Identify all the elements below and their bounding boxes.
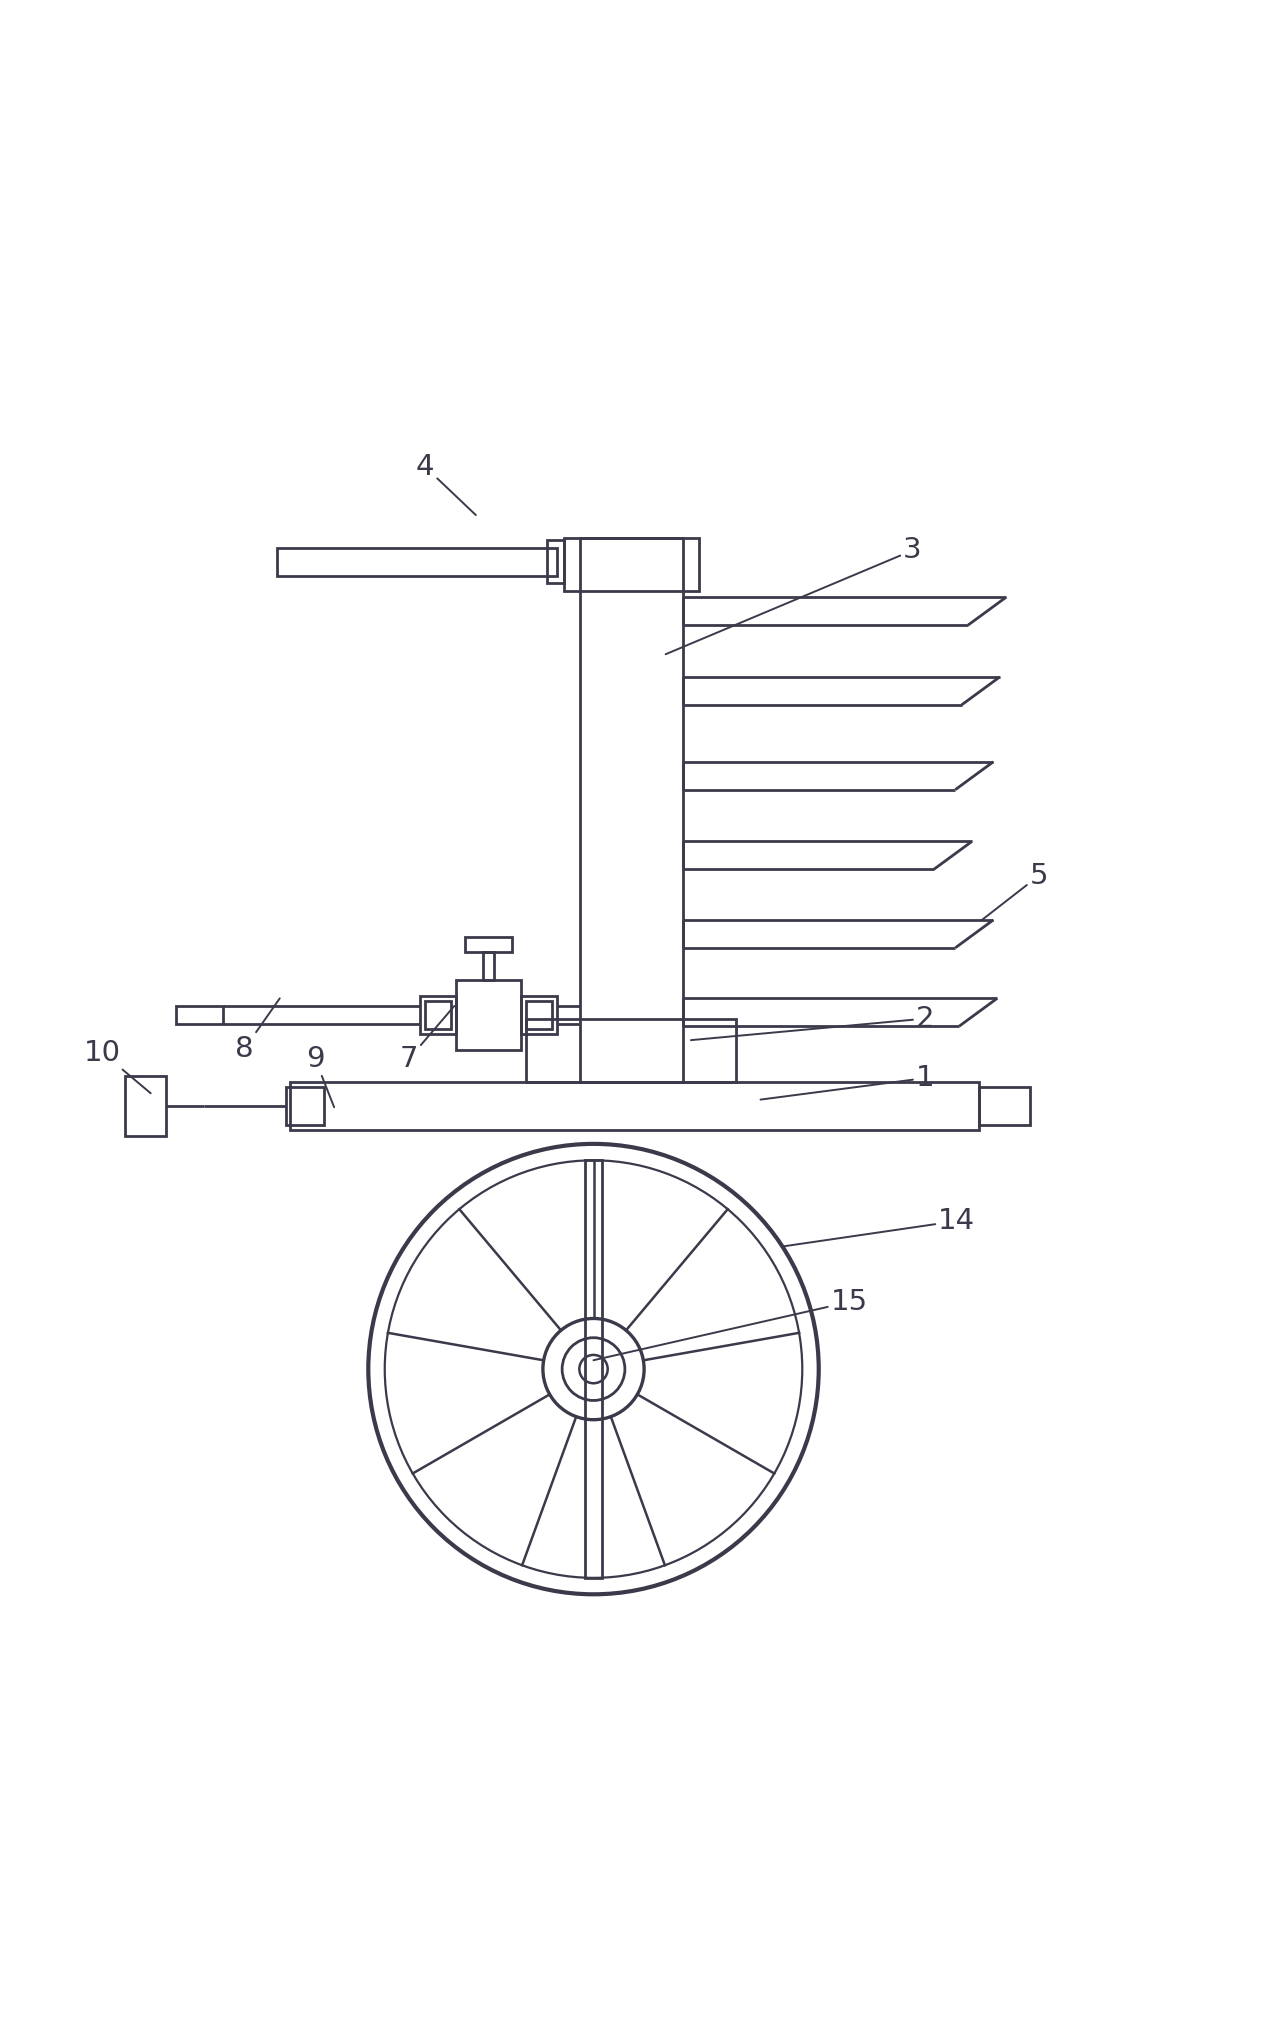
Bar bbox=[547, 541, 564, 583]
Text: 1: 1 bbox=[761, 1065, 935, 1099]
Bar bbox=[126, 1075, 166, 1136]
Text: 4: 4 bbox=[416, 454, 476, 514]
Bar bbox=[176, 1006, 223, 1025]
Text: 2: 2 bbox=[691, 1004, 935, 1041]
Text: 9: 9 bbox=[306, 1045, 335, 1107]
Text: 8: 8 bbox=[235, 998, 280, 1063]
Bar bbox=[465, 938, 511, 952]
Bar bbox=[564, 539, 699, 591]
Bar bbox=[586, 1160, 602, 1577]
Bar bbox=[290, 1081, 979, 1130]
Bar bbox=[526, 1019, 737, 1081]
Bar bbox=[287, 1087, 325, 1125]
Bar bbox=[483, 952, 495, 980]
Bar bbox=[455, 980, 521, 1049]
Text: 3: 3 bbox=[666, 537, 922, 654]
Bar bbox=[425, 1000, 450, 1029]
Bar bbox=[420, 996, 455, 1035]
Bar bbox=[579, 539, 683, 1081]
Bar bbox=[278, 549, 557, 575]
Text: 5: 5 bbox=[981, 861, 1049, 920]
Bar bbox=[526, 1000, 552, 1029]
Bar bbox=[521, 996, 557, 1035]
Text: 15: 15 bbox=[593, 1289, 867, 1359]
Bar bbox=[979, 1087, 1030, 1125]
Text: 7: 7 bbox=[399, 1006, 454, 1073]
Text: 10: 10 bbox=[84, 1039, 151, 1093]
Text: 14: 14 bbox=[784, 1206, 975, 1247]
